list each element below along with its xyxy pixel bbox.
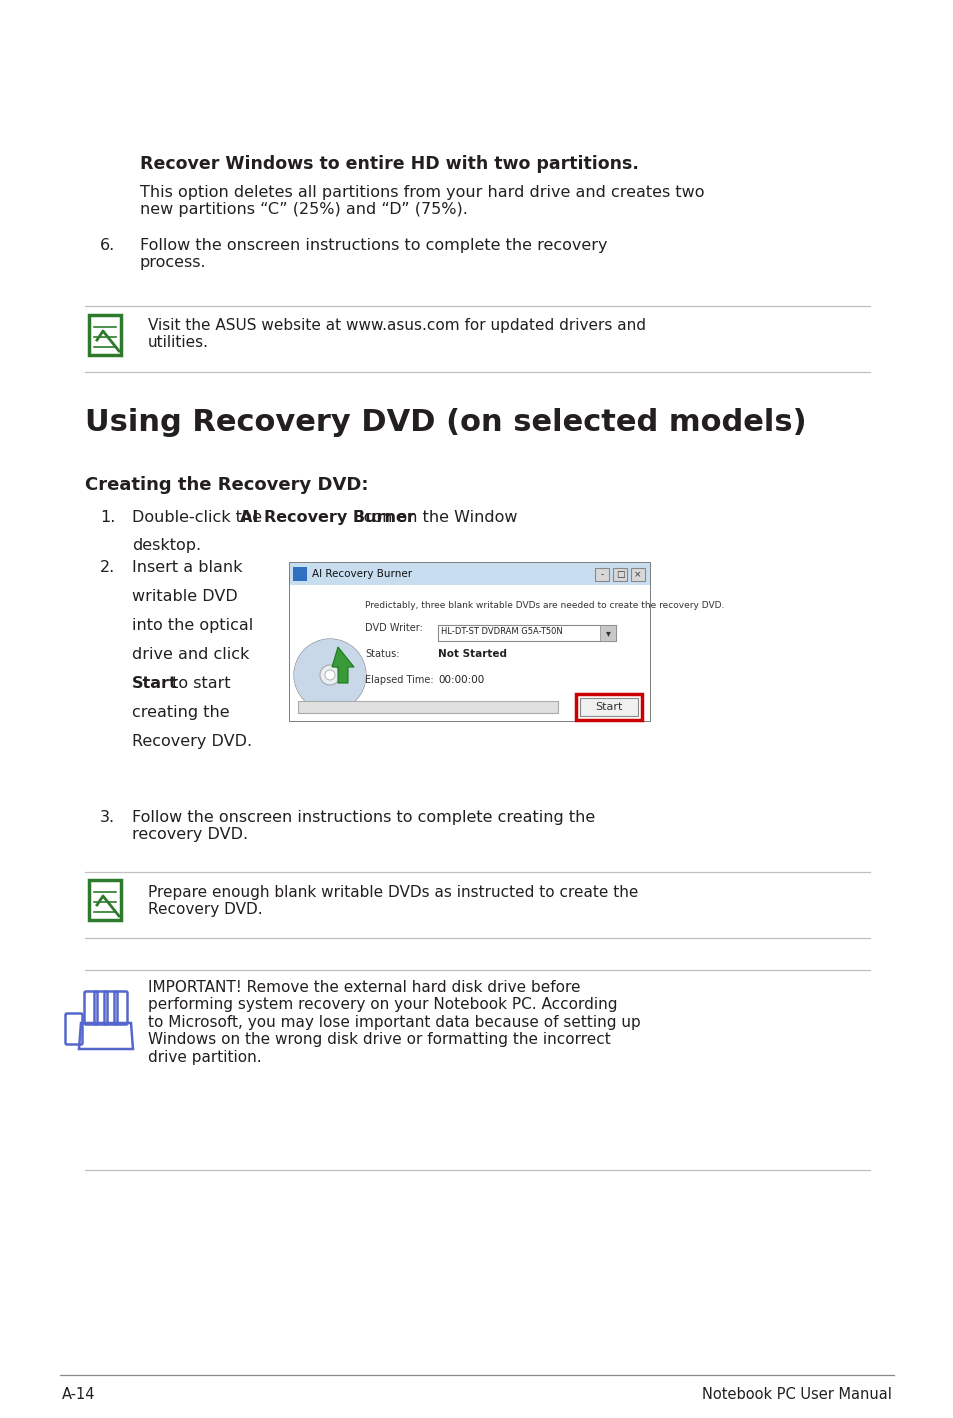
Text: Start: Start <box>595 702 622 712</box>
Text: AI Recovery Burner: AI Recovery Burner <box>240 510 415 525</box>
Text: Recovery DVD.: Recovery DVD. <box>132 735 252 749</box>
Text: A-14: A-14 <box>62 1387 95 1402</box>
Text: Double-click the: Double-click the <box>132 510 267 525</box>
FancyBboxPatch shape <box>613 569 626 581</box>
Circle shape <box>294 640 366 710</box>
Text: Follow the onscreen instructions to complete the recovery
process.: Follow the onscreen instructions to comp… <box>140 238 607 271</box>
Text: drive and click: drive and click <box>132 647 249 662</box>
Text: 2.: 2. <box>100 560 115 576</box>
Text: icon on the Window: icon on the Window <box>354 510 517 525</box>
Text: ×: × <box>634 570 641 579</box>
Text: 00:00:00: 00:00:00 <box>437 675 484 685</box>
FancyBboxPatch shape <box>290 586 649 720</box>
Text: Visit the ASUS website at www.asus.com for updated drivers and
utilities.: Visit the ASUS website at www.asus.com f… <box>148 318 645 350</box>
FancyBboxPatch shape <box>297 700 558 713</box>
FancyBboxPatch shape <box>293 567 307 581</box>
FancyBboxPatch shape <box>579 698 638 716</box>
Circle shape <box>325 669 335 681</box>
Text: to start: to start <box>168 676 231 691</box>
Text: Status:: Status: <box>365 649 399 659</box>
Text: 6.: 6. <box>100 238 115 252</box>
Text: Not Started: Not Started <box>437 649 506 659</box>
Text: HL-DT-ST DVDRAM G5A-T50N: HL-DT-ST DVDRAM G5A-T50N <box>440 627 562 637</box>
FancyBboxPatch shape <box>437 625 616 641</box>
Text: Insert a blank: Insert a blank <box>132 560 242 576</box>
Text: 3.: 3. <box>100 810 115 825</box>
FancyBboxPatch shape <box>630 569 644 581</box>
FancyBboxPatch shape <box>89 315 121 354</box>
Text: creating the: creating the <box>132 705 230 720</box>
Text: Creating the Recovery DVD:: Creating the Recovery DVD: <box>85 476 368 493</box>
Text: □: □ <box>615 570 623 579</box>
Text: 1.: 1. <box>100 510 115 525</box>
Text: Elapsed Time:: Elapsed Time: <box>365 675 434 685</box>
FancyBboxPatch shape <box>595 569 608 581</box>
Polygon shape <box>332 647 354 683</box>
Text: IMPORTANT! Remove the external hard disk drive before
performing system recovery: IMPORTANT! Remove the external hard disk… <box>148 980 640 1065</box>
Text: DVD Writer:: DVD Writer: <box>365 623 422 632</box>
Text: This option deletes all partitions from your hard drive and creates two
new part: This option deletes all partitions from … <box>140 184 703 217</box>
Text: into the optical: into the optical <box>132 618 253 632</box>
Circle shape <box>294 640 366 710</box>
Circle shape <box>319 665 339 685</box>
Text: Using Recovery DVD (on selected models): Using Recovery DVD (on selected models) <box>85 408 806 437</box>
Text: ▾: ▾ <box>605 628 610 638</box>
FancyBboxPatch shape <box>290 563 649 720</box>
FancyBboxPatch shape <box>290 563 649 586</box>
Text: AI Recovery Burner: AI Recovery Burner <box>312 569 412 579</box>
Text: -: - <box>599 570 603 579</box>
Text: Prepare enough blank writable DVDs as instructed to create the
Recovery DVD.: Prepare enough blank writable DVDs as in… <box>148 885 638 917</box>
Text: Start: Start <box>132 676 177 691</box>
FancyBboxPatch shape <box>599 625 616 641</box>
Text: writable DVD: writable DVD <box>132 588 237 604</box>
FancyBboxPatch shape <box>89 881 121 920</box>
Text: Follow the onscreen instructions to complete creating the
recovery DVD.: Follow the onscreen instructions to comp… <box>132 810 595 842</box>
Text: Notebook PC User Manual: Notebook PC User Manual <box>701 1387 891 1402</box>
Text: Recover Windows to entire HD with two partitions.: Recover Windows to entire HD with two pa… <box>140 155 639 173</box>
Text: desktop.: desktop. <box>132 537 201 553</box>
Text: Predictably, three blank writable DVDs are needed to create the recovery DVD.: Predictably, three blank writable DVDs a… <box>365 601 723 610</box>
